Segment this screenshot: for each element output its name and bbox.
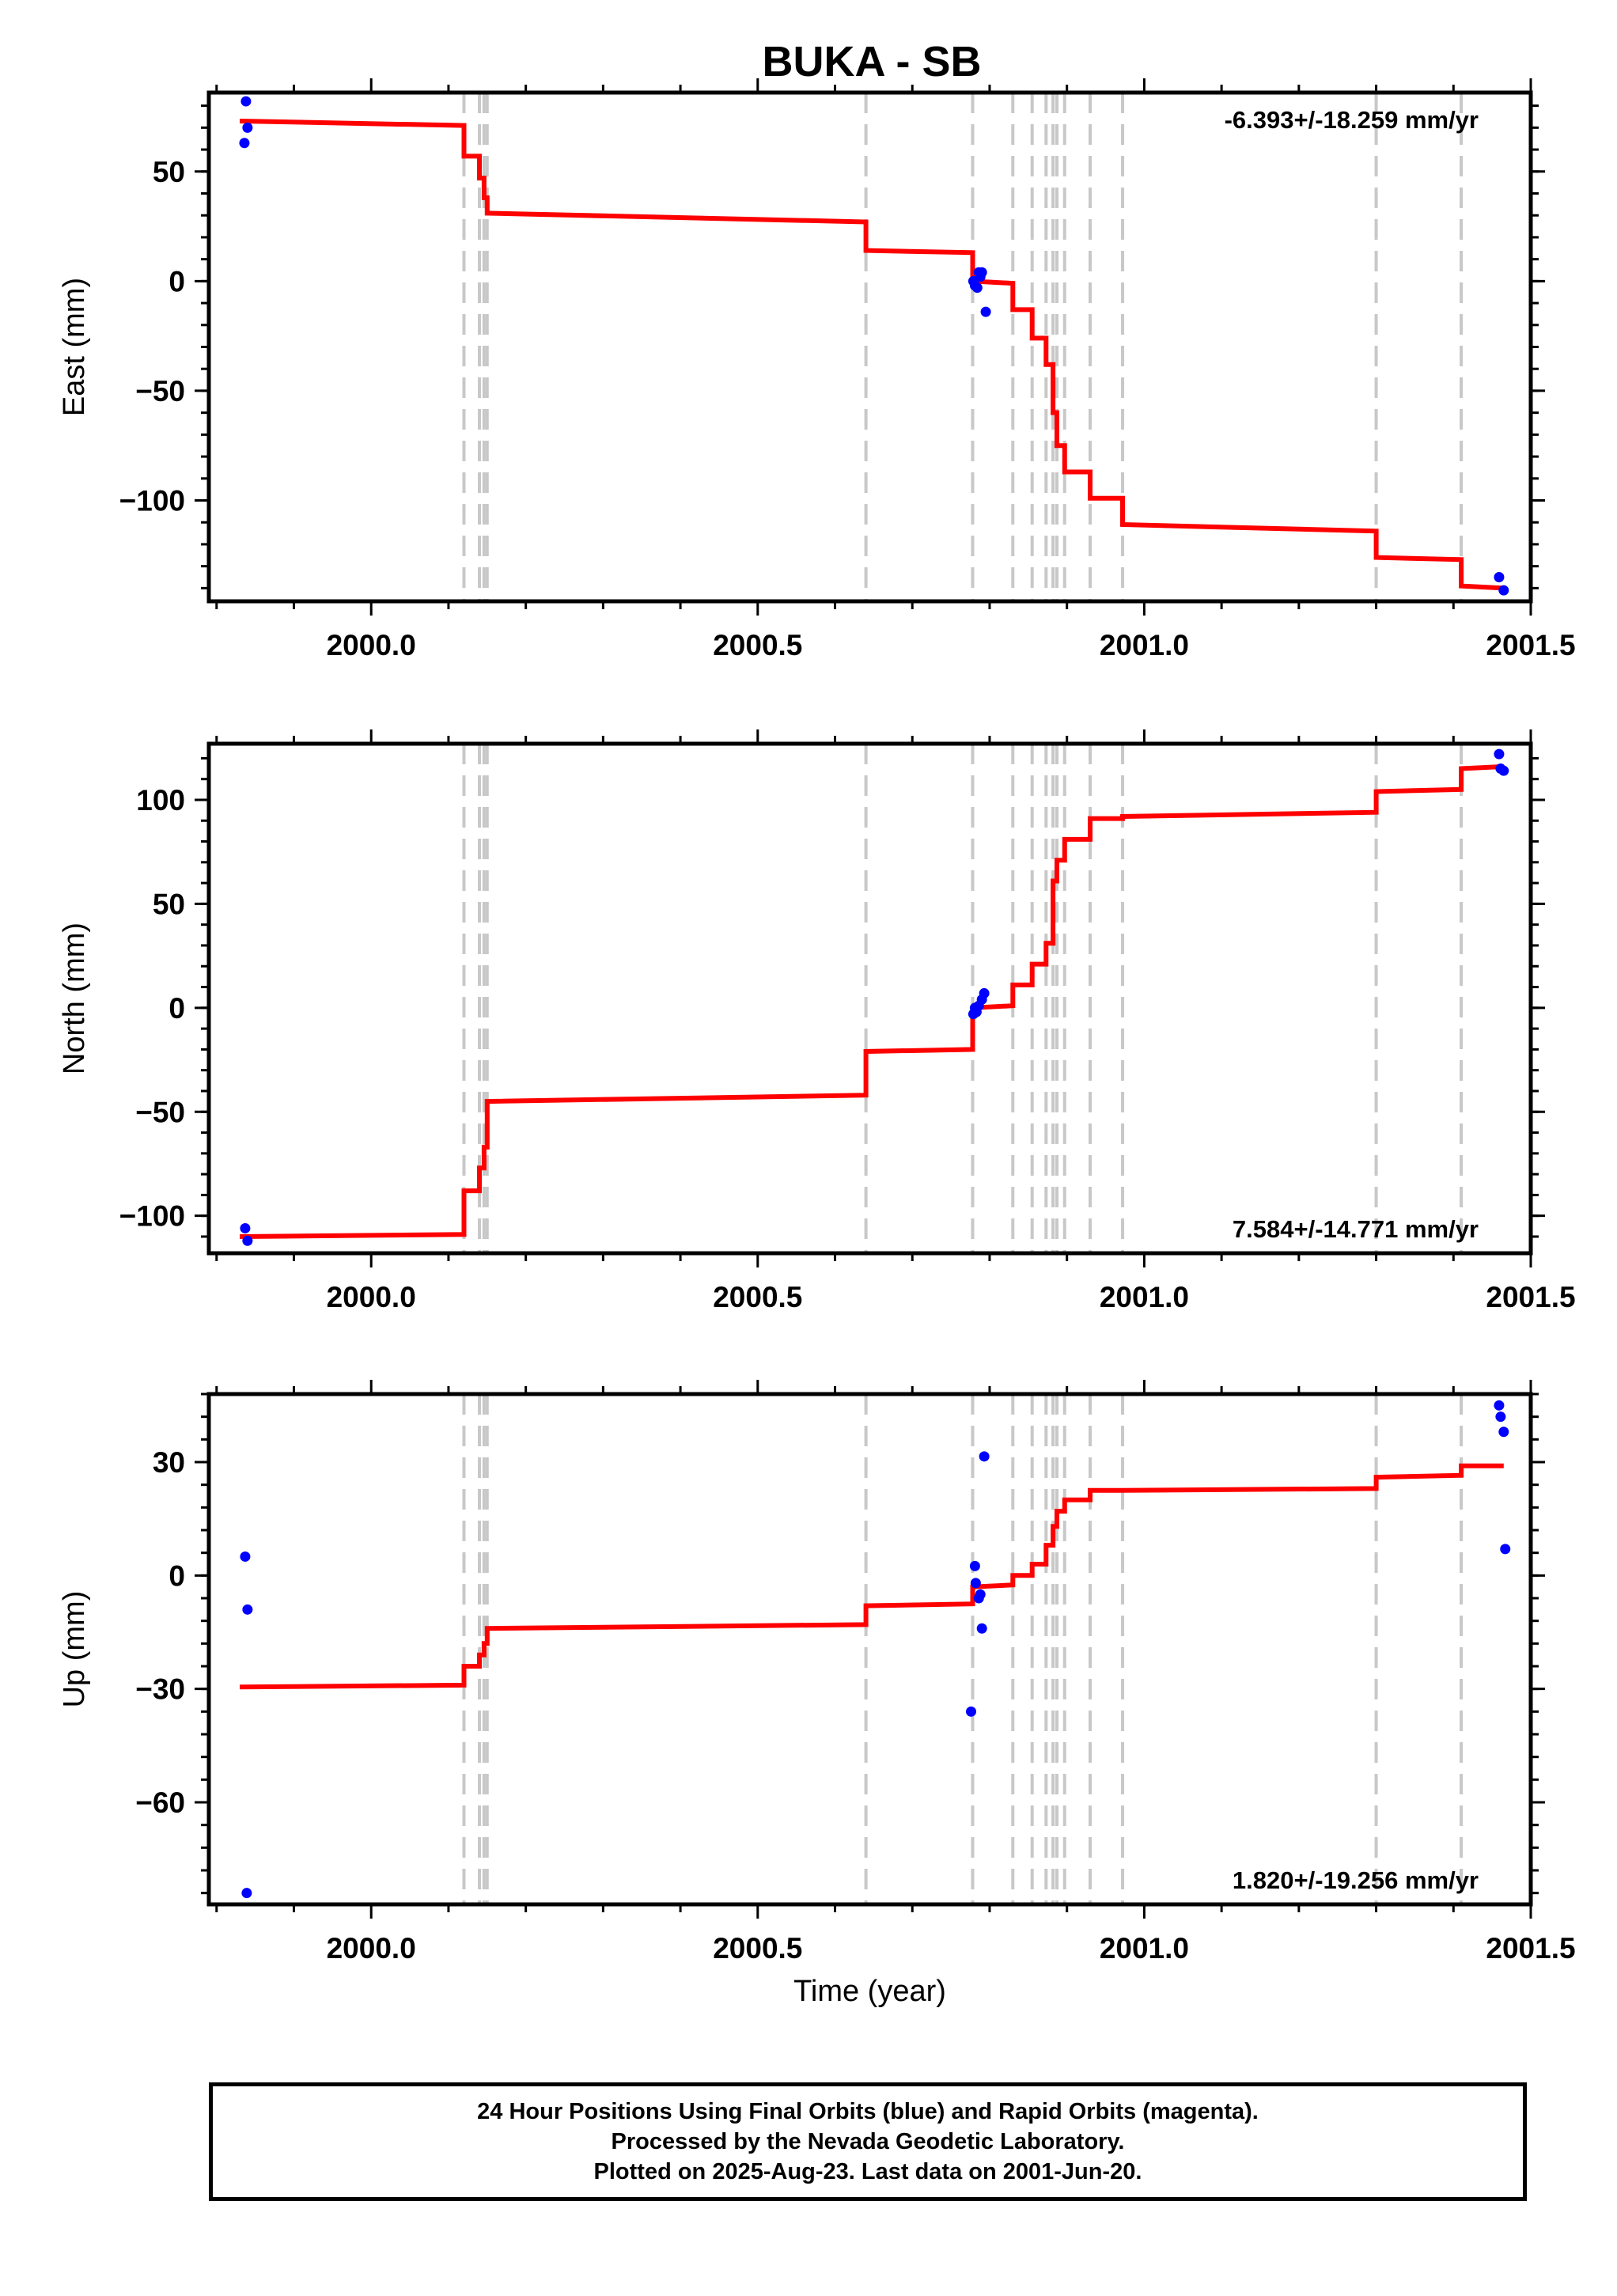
- final-orbit-point: [240, 1222, 251, 1233]
- x-tick-label: 2000.5: [713, 629, 802, 661]
- x-tick-label: 2000.0: [327, 629, 416, 661]
- final-orbit-point: [241, 1888, 252, 1899]
- x-tick-label: 2001.5: [1486, 1932, 1575, 1964]
- final-orbit-point: [1500, 1544, 1511, 1555]
- y-tick-label: −50: [135, 1096, 185, 1128]
- final-orbit-point: [975, 1589, 986, 1600]
- final-orbit-point: [976, 1623, 987, 1634]
- up-panel: 2000.0 2000.5 2001.0 2001.5 30 0 −30 −60 Up (mm)…: [58, 1380, 1576, 2008]
- x-tick-label: 2001.0: [1100, 1932, 1189, 1964]
- x-tick-label: 2001.5: [1486, 629, 1575, 661]
- final-orbit-point: [980, 306, 991, 317]
- y-axis-label: East (mm): [58, 278, 91, 416]
- plot-frame: [206, 1392, 1533, 1907]
- final-orbit-point: [240, 96, 252, 107]
- caption-line-orbits: 24 Hour Positions Using Final Orbits (bl…: [477, 2099, 1259, 2124]
- final-orbit-point: [1495, 1411, 1506, 1423]
- y-tick-label: −30: [135, 1673, 185, 1706]
- final-orbit-point: [1494, 572, 1505, 583]
- rate-annotation: -6.393+/-18.259 mm/yr: [1225, 106, 1479, 134]
- final-orbit-point: [242, 122, 253, 133]
- final-orbit-point: [971, 1006, 982, 1017]
- y-tick-label: −60: [135, 1786, 185, 1819]
- x-tick-label: 2001.0: [1100, 1281, 1189, 1313]
- y-tick-label: 50: [153, 156, 185, 188]
- plot-frame: [206, 741, 1533, 1256]
- caption-line-processing: Processed by the Nevada Geodetic Laborat…: [611, 2129, 1125, 2154]
- model-series-line: [240, 119, 1504, 591]
- x-tick-label: 2000.5: [713, 1281, 802, 1313]
- final-orbit-point: [966, 1706, 977, 1717]
- final-orbit-point: [1498, 1426, 1509, 1438]
- y-tick-label: −50: [135, 375, 185, 407]
- final-orbit-point: [1494, 748, 1505, 760]
- y-tick-label: 50: [153, 888, 185, 920]
- final-orbit-point: [240, 1551, 251, 1562]
- x-tick-label: 2000.5: [713, 1932, 802, 1964]
- final-orbit-point: [1498, 585, 1509, 596]
- rate-annotation: 7.584+/-14.771 mm/yr: [1233, 1215, 1479, 1243]
- final-orbit-point: [979, 987, 990, 998]
- x-tick-label: 2000.0: [327, 1932, 416, 1964]
- final-orbit-point: [971, 282, 983, 294]
- y-tick-label: 0: [169, 265, 185, 297]
- final-orbit-point: [970, 1578, 981, 1589]
- y-tick-label: 30: [153, 1446, 185, 1479]
- y-axis-label: Up (mm): [58, 1591, 91, 1708]
- y-tick-label: 0: [169, 1559, 185, 1592]
- y-tick-label: 0: [169, 992, 185, 1025]
- y-tick-label: 100: [136, 784, 185, 816]
- final-orbit-point: [976, 267, 987, 278]
- final-orbit-point: [1498, 765, 1509, 776]
- plot-frame: [206, 90, 1533, 604]
- y-axis-label: North (mm): [58, 923, 91, 1074]
- rate-annotation: 1.820+/-19.256 mm/yr: [1233, 1866, 1479, 1894]
- final-orbit-point: [242, 1235, 253, 1246]
- final-orbit-point: [1494, 1400, 1505, 1411]
- y-tick-label: −100: [119, 1200, 185, 1233]
- x-tick-label: 2001.5: [1486, 1281, 1575, 1313]
- model-series-line: [240, 1463, 1504, 1690]
- x-tick-label: 2001.0: [1100, 629, 1189, 661]
- caption-box: 24 Hour Positions Using Final Orbits (bl…: [209, 2082, 1527, 2201]
- east-panel: 2000.0 2000.5 2001.0 2001.5 50 0 −50 −100 East (…: [58, 78, 1576, 661]
- figure-title: BUKA - SB: [763, 38, 982, 85]
- model-series-line: [240, 763, 1504, 1239]
- final-orbit-point: [969, 1560, 980, 1571]
- north-panel: 2000.0 2000.5 2001.0 2001.5 100 50 0 −50 −100 Nor…: [58, 729, 1576, 1313]
- y-tick-label: −100: [119, 485, 185, 517]
- final-orbit-point: [979, 1451, 990, 1462]
- caption-line-dates: Plotted on 2025-Aug-23. Last data on 200…: [593, 2159, 1142, 2184]
- x-tick-label: 2000.0: [327, 1281, 416, 1313]
- final-orbit-point: [242, 1604, 253, 1615]
- final-orbit-point: [239, 138, 250, 149]
- x-axis-label: Time (year): [793, 1975, 946, 2008]
